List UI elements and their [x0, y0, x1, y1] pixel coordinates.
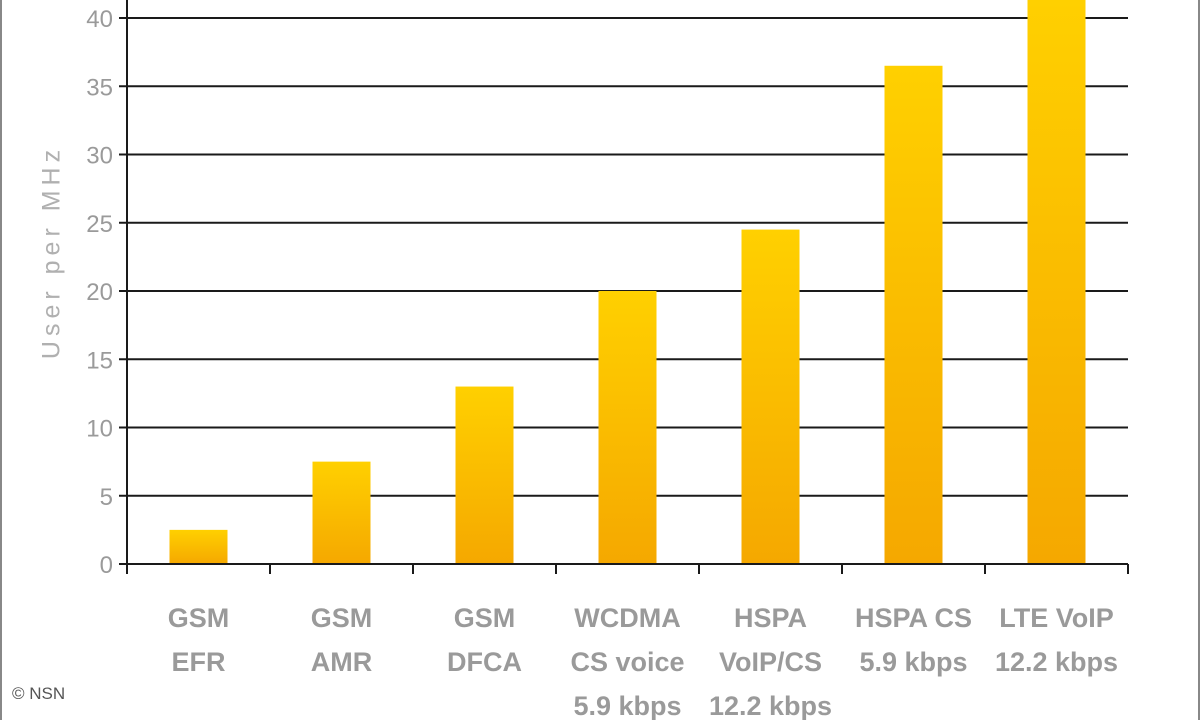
y-tick-label: 25: [86, 211, 113, 238]
x-tick-label-line: VoIP/CS: [719, 647, 822, 677]
frame-left-edge: [0, 0, 2, 720]
x-tick-label: GSM DFCA: [447, 603, 522, 677]
copyright-notice: © NSN: [12, 684, 66, 703]
bar: [884, 65, 943, 565]
y-axis-label: User per MHz: [37, 144, 66, 360]
y-tick-label: 15: [86, 347, 113, 374]
y-tick-label: 5: [100, 484, 113, 511]
x-tick-label-line: GSM: [168, 603, 230, 633]
x-tick-label-line: DFCA: [447, 647, 522, 677]
bar: [598, 291, 657, 564]
x-tick-label: HSPA CS 5.9 kbps: [855, 603, 972, 677]
bar: [741, 229, 800, 564]
bar: [1027, 0, 1086, 564]
x-tick-label-line: 5.9 kbps: [859, 647, 967, 677]
y-tick-label: 20: [86, 279, 113, 306]
x-tick-label: GSM AMR: [311, 603, 373, 677]
x-tick-label-line: GSM: [311, 603, 373, 633]
x-tick-label-line: GSM: [454, 603, 516, 633]
x-tick-labels: GSM EFR GSM AMR GSM DFCA WCDMA CS voice 5.9 kbps…: [168, 603, 1118, 720]
x-tick-label-line: HSPA: [734, 603, 807, 633]
bar: [312, 461, 371, 564]
x-tick-label-line: 12.2 kbps: [709, 691, 832, 720]
y-tick-labels: 0 5 10 15 20 25 30 35 40: [86, 6, 113, 579]
x-tick-label-line: WCDMA: [574, 603, 680, 633]
x-tick-label: WCDMA CS voice 5.9 kbps: [570, 603, 684, 720]
x-tick-label-line: EFR: [172, 647, 226, 677]
x-tick-label: LTE VoIP 12.2 kbps: [995, 603, 1118, 677]
x-tick-label: GSM EFR: [168, 603, 230, 677]
x-tick-label-line: AMR: [311, 647, 373, 677]
x-tick-label-line: 12.2 kbps: [995, 647, 1118, 677]
y-tick-label: 35: [86, 74, 113, 101]
y-tick-label: 30: [86, 143, 113, 170]
x-tick-label-line: HSPA CS: [855, 603, 972, 633]
y-tick-label: 10: [86, 416, 113, 443]
axes: [126, 0, 1129, 574]
bar: [169, 529, 228, 564]
y-tick-label: 40: [86, 6, 113, 33]
x-tick-label-line: CS voice: [570, 647, 684, 677]
bars: [169, 0, 1086, 565]
x-tick-label-line: LTE VoIP: [999, 603, 1114, 633]
x-tick-label-line: 5.9 kbps: [573, 691, 681, 720]
frame-right-edge: [1198, 0, 1200, 720]
bar: [455, 386, 514, 564]
y-tick-label: 0: [100, 552, 113, 579]
x-tick-label: HSPA VoIP/CS 12.2 kbps: [709, 603, 832, 720]
